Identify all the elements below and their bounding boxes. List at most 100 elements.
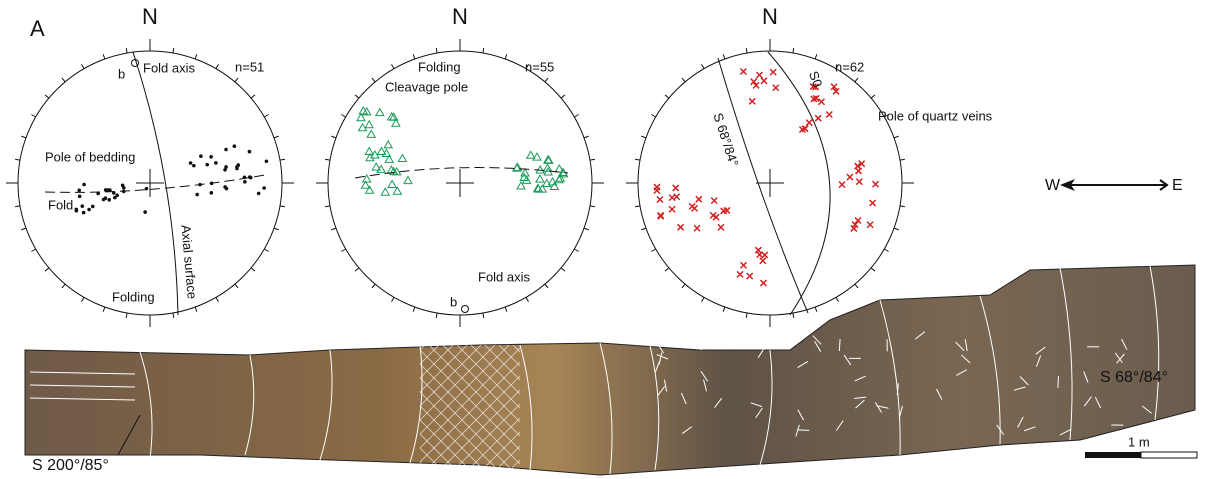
net-tick (81, 297, 85, 302)
fold-label: Fold (48, 197, 73, 212)
net-tick (814, 54, 818, 60)
vein-pole (858, 160, 866, 168)
net-tick (371, 77, 376, 83)
vein (1023, 426, 1036, 432)
bedding-pole (247, 149, 252, 154)
vein (1141, 405, 1153, 414)
vein (814, 341, 822, 352)
vein-pole (746, 272, 754, 280)
vein (855, 399, 865, 409)
net-tick (893, 227, 899, 231)
vein (898, 405, 904, 418)
bedding-pole (224, 165, 228, 169)
vein (876, 405, 889, 409)
net-tick (701, 64, 705, 69)
bedding-pole (81, 210, 86, 215)
bedding-pole (82, 182, 86, 187)
net-tick (504, 306, 508, 312)
bedding-pole (113, 195, 117, 200)
vein-pole (812, 83, 820, 91)
west-label: W (1045, 177, 1061, 194)
north-label: N (142, 4, 158, 29)
cleavage-pole (386, 111, 397, 121)
north-label: N (762, 4, 778, 29)
net-tick (722, 306, 726, 312)
bedding-pole (192, 163, 196, 168)
net-tick (884, 114, 889, 118)
net-tick (279, 158, 286, 161)
net-tick (412, 54, 416, 60)
vein (1035, 355, 1042, 367)
scale-bar-dark (1085, 452, 1141, 458)
cleavage-pole (543, 154, 553, 164)
cleavage-pole (525, 150, 536, 159)
net-tick (234, 77, 239, 83)
vein-pole (869, 199, 877, 207)
net-tick (279, 205, 286, 208)
b-label: b (450, 294, 457, 309)
cleavage-pole (387, 179, 397, 189)
cleavage-pole (391, 166, 402, 176)
bedding-pole (101, 197, 106, 202)
bedding-pole (235, 166, 239, 171)
cleavage-pole (554, 174, 564, 184)
vein (1083, 396, 1092, 407)
vein (1057, 375, 1059, 389)
vein (812, 335, 822, 345)
bedding-pole (87, 207, 91, 212)
net-tick (525, 297, 529, 302)
net-tick (641, 227, 647, 231)
net-tick (835, 297, 839, 302)
net-tick (125, 47, 128, 54)
vein (835, 420, 844, 431)
bedding-pole (96, 191, 100, 196)
vein-pole (851, 221, 859, 229)
count: n=62 (835, 59, 864, 74)
vein (681, 426, 693, 435)
net-tick (435, 312, 438, 319)
net-tick (412, 306, 416, 312)
vein (656, 354, 669, 360)
plane (717, 57, 809, 314)
contact (759, 349, 773, 466)
net-tick (589, 205, 596, 208)
vein (654, 360, 661, 373)
bedding-line (29, 384, 136, 388)
bedding-pole (209, 155, 213, 159)
net-tick (651, 114, 656, 118)
vein (1035, 346, 1046, 355)
cleavage-pole (364, 119, 375, 129)
bedding-pole (224, 147, 228, 152)
bedding-pole (209, 191, 214, 195)
vein (1116, 353, 1125, 364)
bedding-pole (264, 159, 269, 164)
vein-pole (814, 114, 822, 122)
net-tick (331, 227, 337, 231)
vein-pole (740, 261, 748, 269)
vein (1121, 338, 1128, 350)
fold-girdle (44, 174, 266, 193)
net-tick (102, 54, 106, 60)
s0-label: S0 (806, 69, 826, 89)
net-tick (31, 248, 36, 252)
vein (757, 329, 770, 332)
vein (854, 375, 866, 382)
net-tick (102, 306, 106, 312)
bedding-pole (121, 185, 126, 190)
contact (1059, 267, 1073, 441)
cleavage-pole (549, 181, 560, 191)
pole-label: Pole of bedding (45, 149, 135, 164)
net-tick (722, 54, 726, 60)
vein-pole (830, 83, 838, 91)
contact (519, 344, 533, 471)
cleavage-pole (361, 106, 372, 116)
net-tick (589, 158, 596, 161)
vein-pole (846, 173, 854, 181)
bedding-pole (232, 144, 237, 149)
vein-pole (832, 87, 840, 95)
net-tick (273, 135, 279, 139)
cleavage-pole (374, 107, 385, 117)
bedding-pole (195, 192, 199, 197)
vein (656, 342, 664, 354)
